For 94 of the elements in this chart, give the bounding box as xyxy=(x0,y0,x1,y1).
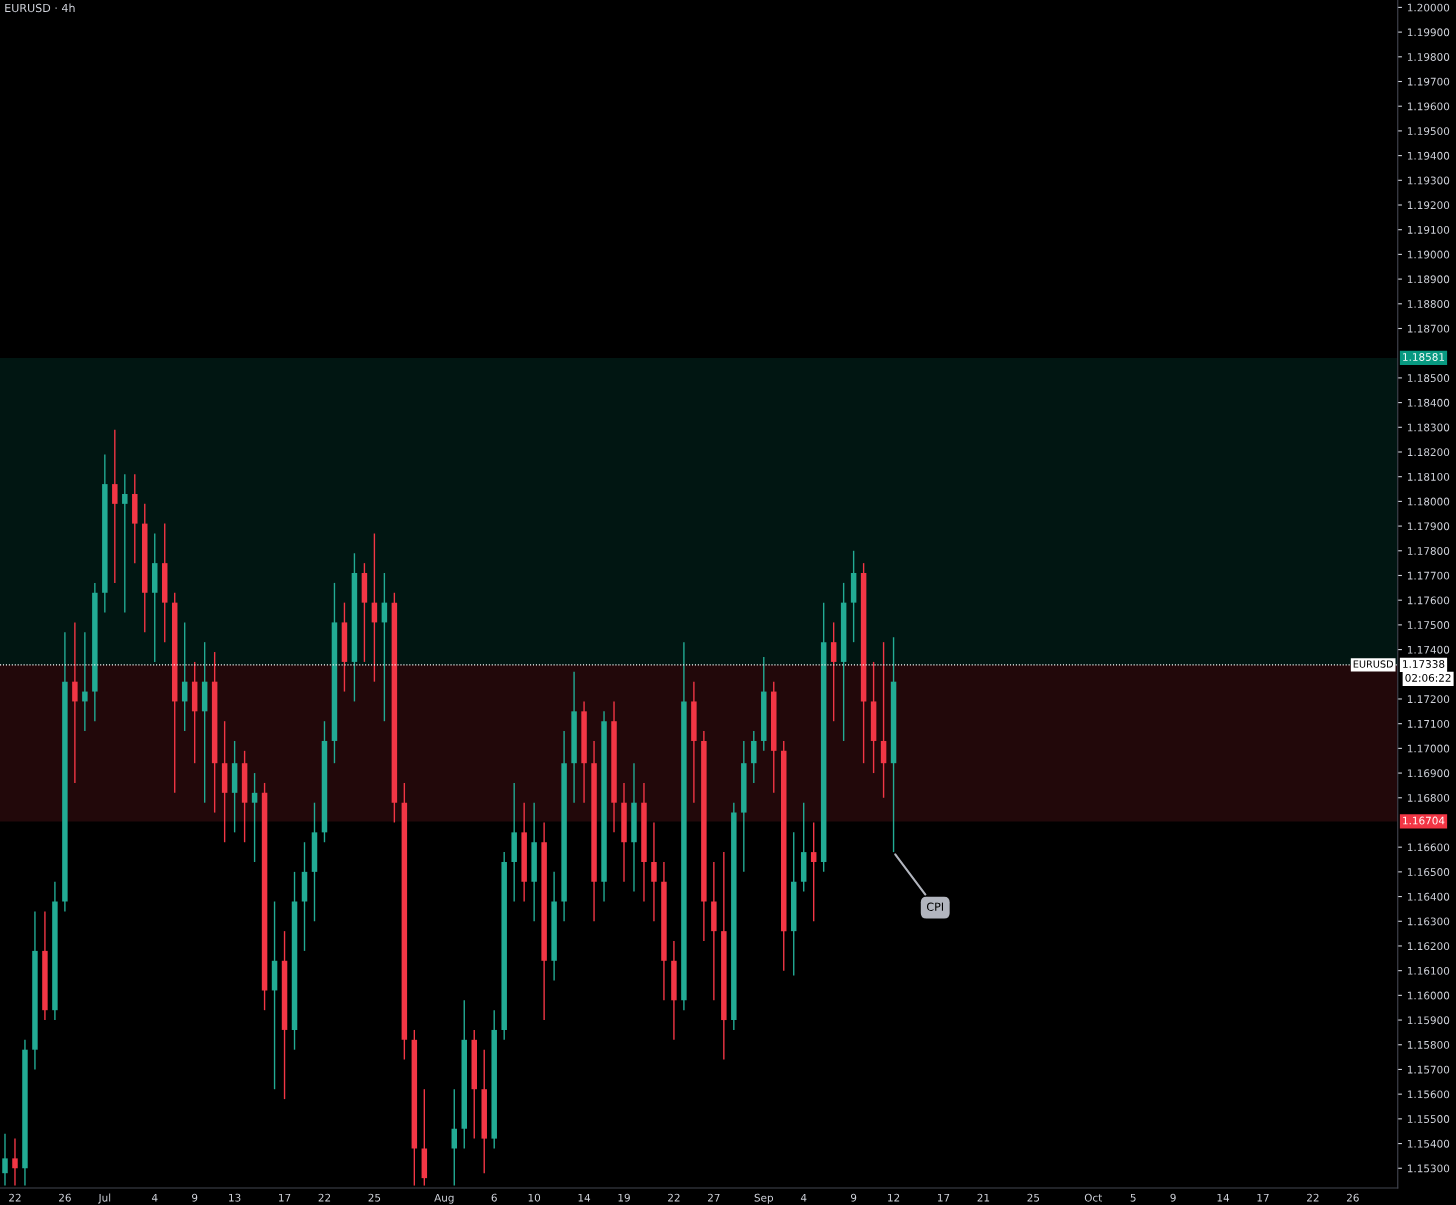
x-tick-label: Sep xyxy=(754,1193,774,1204)
x-tick-label: 17 xyxy=(1257,1193,1269,1202)
y-tick-label: 1.17700 xyxy=(1407,571,1450,580)
y-tick-label: 1.17800 xyxy=(1407,547,1450,555)
candlestick xyxy=(810,821,817,922)
y-tick-label: 1.19200 xyxy=(1407,201,1450,210)
y-tick-label: 1.17100 xyxy=(1407,719,1450,728)
annotation: EURUSD xyxy=(1353,660,1393,668)
candlestick xyxy=(251,772,258,863)
x-tick-label: 21 xyxy=(977,1193,990,1202)
y-tick-label: 1.15800 xyxy=(1407,1040,1450,1049)
y-tick-label: 1.16200 xyxy=(1407,942,1450,951)
candlestick xyxy=(122,473,128,614)
y-tick-label: 1.16500 xyxy=(1407,868,1450,876)
x-tick-label: 22 xyxy=(668,1193,680,1202)
candlestick xyxy=(880,641,887,799)
x-tick-label: 17 xyxy=(279,1193,291,1202)
candlestick xyxy=(2,1132,8,1187)
x-tick-label: 9 xyxy=(192,1193,198,1202)
x-tick-label: 22 xyxy=(1307,1193,1319,1202)
candlestick xyxy=(751,730,757,784)
candlestick xyxy=(651,821,657,922)
x-tick-label: 10 xyxy=(528,1193,541,1202)
chart-title: EURUSD · 4h xyxy=(5,3,75,13)
x-tick-label: 19 xyxy=(618,1193,630,1202)
y-tick-label: 1.17900 xyxy=(1407,522,1450,531)
x-tick-label: Aug xyxy=(434,1193,454,1204)
x-tick-label: 4 xyxy=(800,1193,807,1202)
x-tick-label: 13 xyxy=(229,1193,241,1202)
annotation: CPI xyxy=(926,902,944,911)
y-tick-label: 1.16100 xyxy=(1407,966,1450,975)
y-tick-label: 1.19500 xyxy=(1407,127,1450,136)
y-tick-label: 1.15900 xyxy=(1407,1016,1450,1025)
candlestick xyxy=(82,631,88,732)
y-tick-label: 1.15700 xyxy=(1407,1065,1450,1074)
ref-line-label: 1.17338 xyxy=(1403,660,1445,668)
y-tick-label: 1.17600 xyxy=(1407,596,1450,605)
y-tick-label: 1.18400 xyxy=(1407,398,1450,407)
y-tick-label: 1.16900 xyxy=(1407,769,1450,778)
x-tick-label: 14 xyxy=(578,1193,591,1202)
y-tick-label: 1.19300 xyxy=(1407,176,1450,185)
x-tick-label: 22 xyxy=(318,1193,331,1202)
x-tick-label: 5 xyxy=(1130,1193,1136,1202)
x-tick-label: 26 xyxy=(59,1193,71,1202)
y-tick-label: 1.15600 xyxy=(1407,1090,1450,1099)
y-tick-label: 1.18200 xyxy=(1407,448,1450,457)
y-tick-label: 1.18300 xyxy=(1407,423,1450,432)
y-tick-label: 1.18800 xyxy=(1407,300,1450,308)
y-tick-label: 1.19900 xyxy=(1407,28,1450,37)
x-tick-label: 4 xyxy=(151,1193,158,1202)
y-tick-label: 1.19100 xyxy=(1407,225,1450,234)
y-tick-label: 1.18500 xyxy=(1407,374,1450,382)
candlestick xyxy=(830,621,837,722)
candlestick xyxy=(112,429,118,584)
candlestick xyxy=(12,1137,18,1187)
band-label: 1.18581 xyxy=(1403,353,1445,361)
text: 02:06:22 xyxy=(1405,673,1451,682)
x-tick-label: 25 xyxy=(1027,1193,1040,1202)
y-tick-label: 1.17400 xyxy=(1407,645,1450,654)
y-tick-label: 1.16000 xyxy=(1407,991,1450,1000)
y-tick-label: 1.20000 xyxy=(1407,3,1450,12)
band-label: 1.16704 xyxy=(1403,816,1445,825)
y-tick-label: 1.17200 xyxy=(1407,695,1450,704)
y-tick-label: 1.16400 xyxy=(1407,892,1450,901)
x-tick-label: 14 xyxy=(1217,1193,1230,1202)
x-tick-label: Jul xyxy=(98,1193,111,1204)
y-tick-label: 1.15300 xyxy=(1407,1164,1450,1173)
y-tick-label: 1.19700 xyxy=(1407,77,1450,86)
y-tick-label: 1.16600 xyxy=(1407,843,1450,852)
y-tick-label: 1.15500 xyxy=(1407,1115,1450,1123)
x-tick-label: 27 xyxy=(707,1193,720,1202)
y-tick-label: 1.19600 xyxy=(1407,102,1450,111)
y-tick-label: 1.19800 xyxy=(1407,53,1450,61)
y-tick-label: 1.16800 xyxy=(1407,794,1450,802)
x-tick-label: Oct xyxy=(1084,1193,1102,1202)
y-tick-label: 1.19000 xyxy=(1407,250,1450,259)
y-tick-label: 1.18100 xyxy=(1407,472,1450,481)
y-tick-label: 1.19400 xyxy=(1407,151,1450,160)
x-tick-label: 26 xyxy=(1346,1193,1359,1202)
x-tick-label: 12 xyxy=(888,1193,900,1202)
candlestick xyxy=(72,621,78,784)
y-tick-label: 1.15400 xyxy=(1407,1139,1450,1148)
y-tick-label: 1.18900 xyxy=(1407,275,1450,284)
y-tick-label: 1.17500 xyxy=(1407,621,1450,629)
x-tick-label: 25 xyxy=(368,1193,381,1202)
y-tick-label: 1.17000 xyxy=(1407,744,1450,753)
y-tick-label: 1.16300 xyxy=(1407,917,1450,926)
x-tick-label: 6 xyxy=(491,1193,497,1202)
x-tick-label: 9 xyxy=(1170,1193,1176,1202)
x-tick-label: 22 xyxy=(9,1193,21,1202)
x-tick-label: 9 xyxy=(850,1193,857,1202)
x-tick-label: 17 xyxy=(938,1193,950,1202)
y-tick-label: 1.18000 xyxy=(1407,497,1450,506)
y-tick-label: 1.18700 xyxy=(1407,324,1450,333)
